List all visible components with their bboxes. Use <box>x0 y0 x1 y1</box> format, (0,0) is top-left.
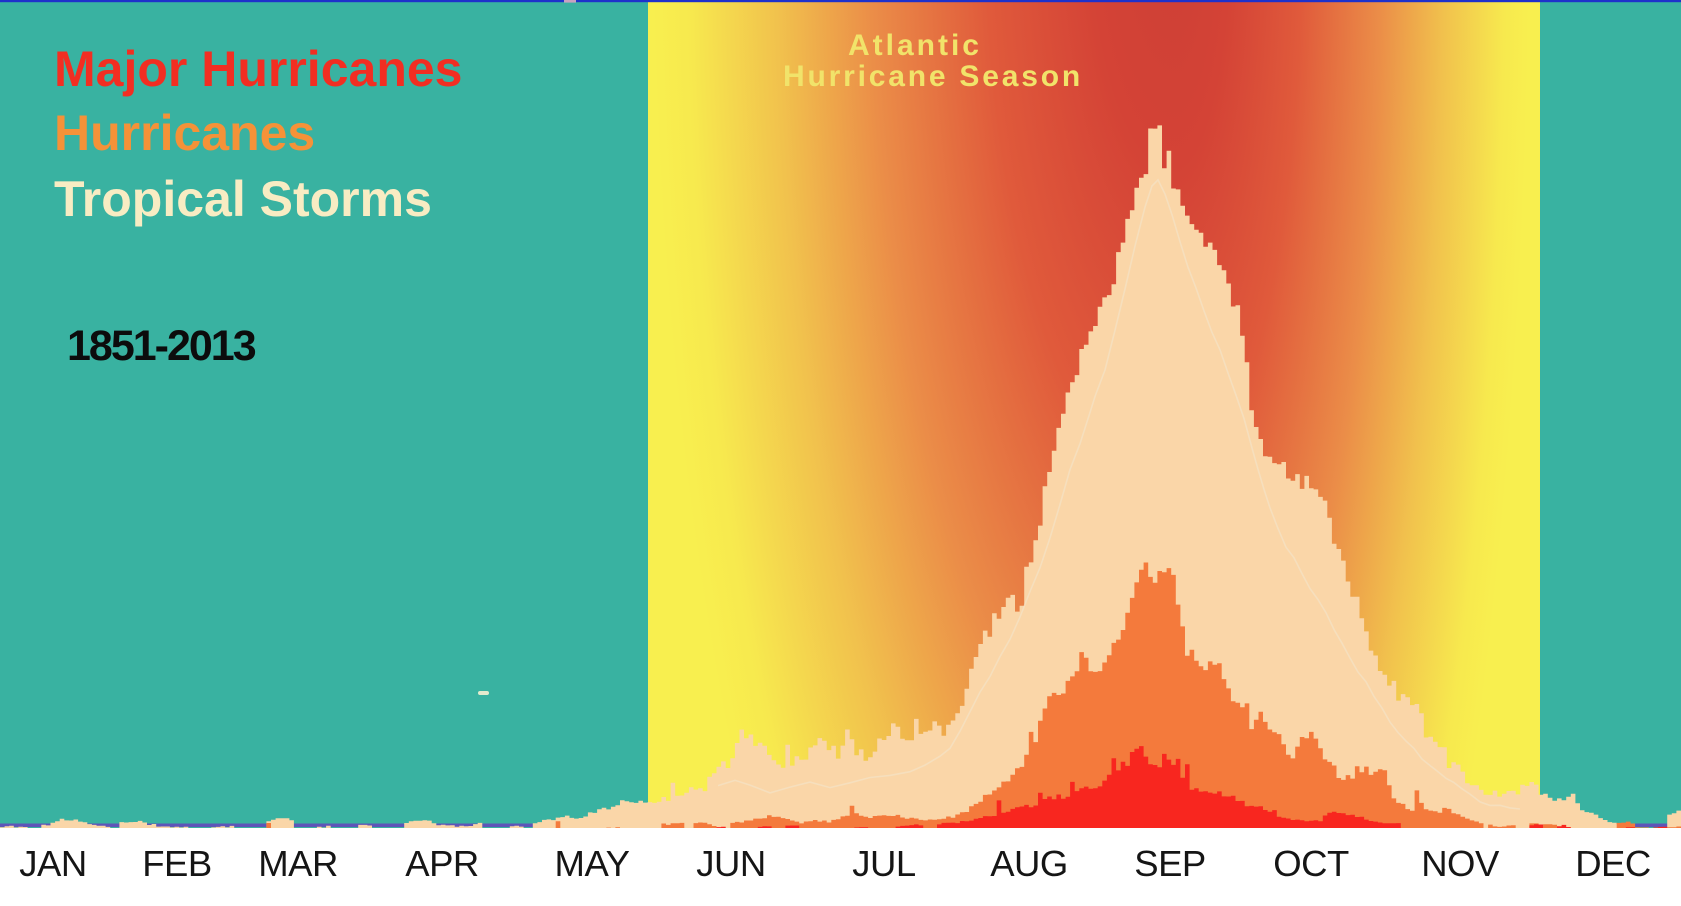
svg-text:MAR: MAR <box>258 843 338 884</box>
svg-text:MAY: MAY <box>555 843 630 884</box>
svg-text:DEC: DEC <box>1575 843 1651 884</box>
svg-text:Hurricane Season: Hurricane Season <box>783 60 1083 93</box>
svg-text:Atlantic: Atlantic <box>848 29 982 62</box>
svg-text:AUG: AUG <box>990 843 1068 884</box>
svg-text:Tropical Storms: Tropical Storms <box>54 171 432 227</box>
svg-text:JUL: JUL <box>852 843 916 884</box>
svg-text:Hurricanes: Hurricanes <box>54 105 315 161</box>
svg-text:APR: APR <box>405 843 479 884</box>
svg-text:Major Hurricanes: Major Hurricanes <box>54 41 462 97</box>
svg-text:SEP: SEP <box>1134 843 1206 884</box>
svg-text:1851-2013: 1851-2013 <box>67 322 256 370</box>
svg-text:OCT: OCT <box>1273 843 1349 884</box>
svg-text:NOV: NOV <box>1421 843 1500 884</box>
svg-text:FEB: FEB <box>142 843 212 884</box>
svg-text:JUN: JUN <box>696 843 765 884</box>
svg-text:JAN: JAN <box>19 843 86 884</box>
